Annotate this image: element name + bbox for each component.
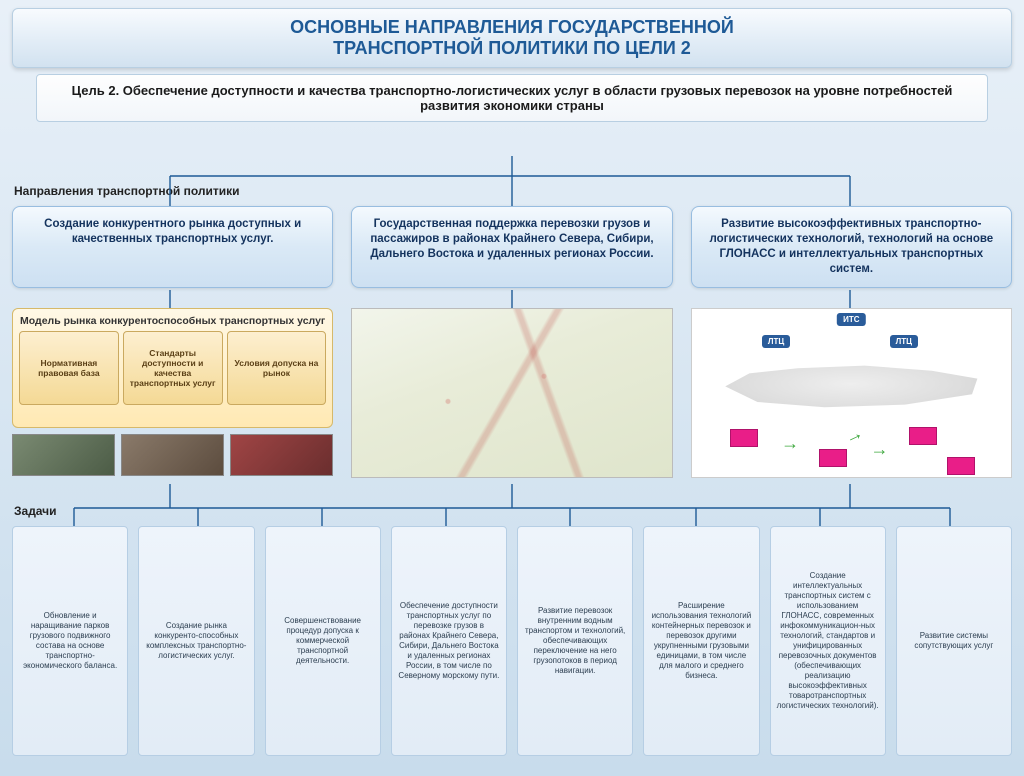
flow-arrow: →: [841, 422, 866, 449]
model-container: Модель рынка конкурентоспособных транспо…: [12, 308, 333, 428]
russia-silhouette: [717, 363, 985, 415]
logistics-node: [947, 457, 975, 475]
logistics-node: [909, 427, 937, 445]
task-box: Создание рынка конкуренто-способных комп…: [138, 526, 254, 756]
title-banner: ОСНОВНЫЕ НАПРАВЛЕНИЯ ГОСУДАРСТВЕННОЙ ТРА…: [12, 8, 1012, 68]
flow-arrow: →: [870, 439, 888, 460]
goal-box: Цель 2. Обеспечение доступности и качест…: [36, 74, 988, 122]
task-box: Обеспечение доступности транспортных усл…: [391, 526, 507, 756]
model-title: Модель рынка конкурентоспособных транспо…: [19, 315, 326, 327]
logistics-node: [819, 449, 847, 467]
flow-arrow: →: [781, 433, 799, 454]
label-directions: Направления транспортной политики: [14, 184, 240, 198]
title-line2: ТРАНСПОРТНОЙ ПОЛИТИКИ ПО ЦЕЛИ 2: [73, 38, 951, 59]
photo-tram: [230, 434, 333, 476]
model-panel: Модель рынка конкурентоспособных транспо…: [12, 308, 333, 483]
russia-map: [351, 308, 672, 478]
map-panel: [351, 308, 672, 483]
ltc-node-1: ЛТЦ: [762, 335, 790, 348]
model-col-1: Нормативная правовая база: [19, 331, 119, 405]
tasks-row: Обновление и наращивание парков грузовог…: [12, 526, 1012, 756]
title-line1: ОСНОВНЫЕ НАПРАВЛЕНИЯ ГОСУДАРСТВЕННОЙ: [73, 17, 951, 38]
task-box: Создание интеллектуальных транспортных с…: [770, 526, 886, 756]
photo-terminal: [121, 434, 224, 476]
directions-row: Создание конкурентного рынка доступных и…: [12, 206, 1012, 288]
illustrations-row: Модель рынка конкурентоспособных транспо…: [12, 308, 1012, 483]
logistics-node: [730, 429, 758, 447]
model-col-3: Условия допуска на рынок: [227, 331, 327, 405]
task-box: Расширение использования технологий конт…: [643, 526, 759, 756]
tech-panel: ИТС ЛТЦ ЛТЦ → → →: [691, 308, 1012, 483]
direction-box-2: Государственная поддержка перевозки груз…: [351, 206, 672, 288]
task-box: Развитие системы сопутствующих услуг: [896, 526, 1012, 756]
tech-diagram: ИТС ЛТЦ ЛТЦ → → →: [691, 308, 1012, 478]
task-box: Обновление и наращивание парков грузовог…: [12, 526, 128, 756]
photo-bus: [12, 434, 115, 476]
ltc-node-2: ЛТЦ: [890, 335, 918, 348]
direction-box-1: Создание конкурентного рынка доступных и…: [12, 206, 333, 288]
task-box: Развитие перевозок внутренним водным тра…: [517, 526, 633, 756]
label-tasks: Задачи: [14, 504, 57, 518]
direction-box-3: Развитие высокоэффективных транспортно-л…: [691, 206, 1012, 288]
task-box: Совершенствование процедур допуска к ком…: [265, 526, 381, 756]
model-col-2: Стандарты доступности и качества транспо…: [123, 331, 223, 405]
its-node: ИТС: [837, 313, 865, 326]
mini-photos: [12, 434, 333, 476]
model-columns: Нормативная правовая база Стандарты дост…: [19, 331, 326, 405]
